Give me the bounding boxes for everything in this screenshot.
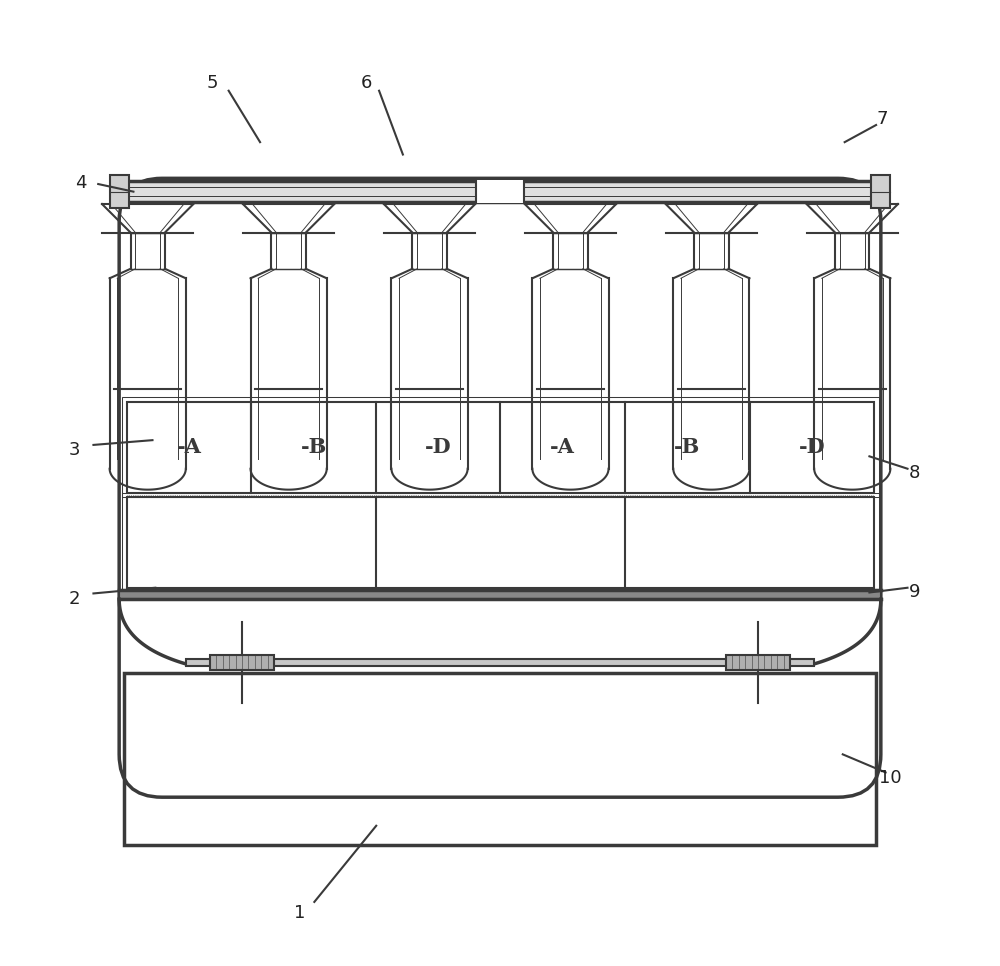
Bar (476, 181, 524, 203)
Text: 4: 4 (75, 174, 87, 192)
Bar (127, 402, 874, 493)
Text: 9: 9 (908, 583, 920, 602)
Bar (726, 655, 790, 669)
Bar (119, 589, 881, 599)
Text: 8: 8 (908, 465, 920, 482)
Bar (186, 659, 814, 666)
Bar (110, 176, 129, 208)
Text: -B: -B (674, 438, 700, 457)
Bar (122, 397, 879, 497)
Text: -A: -A (177, 438, 201, 457)
Text: 7: 7 (877, 110, 888, 128)
Text: -D: -D (799, 438, 825, 457)
Text: 6: 6 (361, 74, 372, 92)
Text: -A: -A (550, 438, 575, 457)
Bar (127, 497, 874, 587)
Text: 1: 1 (294, 904, 306, 923)
Bar (122, 493, 879, 592)
Bar (871, 176, 890, 208)
Text: 2: 2 (69, 590, 80, 609)
Bar (124, 673, 876, 845)
Bar (210, 655, 274, 669)
Text: -B: -B (300, 438, 327, 457)
Bar (119, 182, 881, 202)
Text: 5: 5 (207, 74, 218, 92)
Text: 10: 10 (879, 769, 902, 787)
Text: 3: 3 (69, 440, 80, 459)
Text: -D: -D (425, 438, 452, 457)
